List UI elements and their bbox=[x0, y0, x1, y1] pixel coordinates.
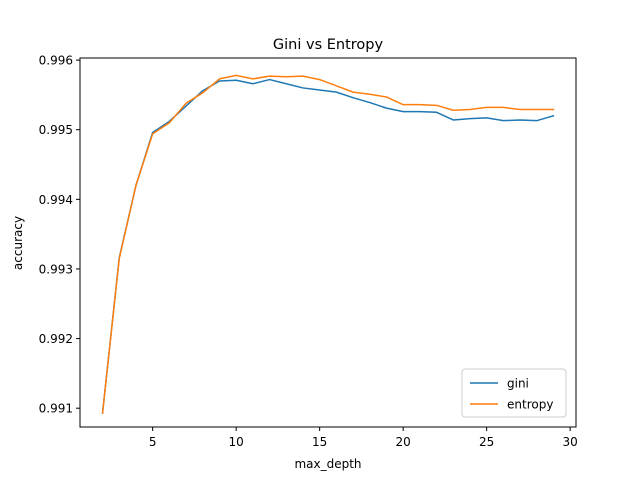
y-tick-label: 0.995 bbox=[39, 123, 73, 137]
x-tick-label: 20 bbox=[396, 435, 411, 449]
chart-title: Gini vs Entropy bbox=[273, 37, 384, 53]
x-tick-label: 30 bbox=[563, 435, 578, 449]
legend-box bbox=[461, 368, 567, 418]
axis-ticks: 5 10 15 20 25 30 0.991 0.992 0.993 0.994 0.995 0.99… bbox=[39, 54, 578, 449]
legend-label-gini: gini bbox=[507, 377, 529, 391]
y-tick-label: 0.996 bbox=[39, 54, 73, 68]
plot-series bbox=[101, 74, 555, 414]
x-axis-label: max_depth bbox=[294, 457, 361, 471]
series-line-entropy bbox=[101, 74, 555, 414]
y-tick-label: 0.993 bbox=[39, 262, 73, 276]
legend-label-entropy: entropy bbox=[507, 398, 553, 412]
x-tick-label: 15 bbox=[312, 435, 327, 449]
x-tick-label: 10 bbox=[229, 435, 244, 449]
y-tick-label: 0.992 bbox=[39, 332, 73, 346]
y-tick-label: 0.994 bbox=[39, 193, 73, 207]
legend: gini entropy bbox=[461, 368, 567, 418]
y-axis-label: accuracy bbox=[11, 216, 25, 270]
y-tick-label: 0.991 bbox=[39, 402, 73, 416]
plot-frame bbox=[79, 57, 577, 428]
x-tick-label: 25 bbox=[479, 435, 494, 449]
x-tick-label: 5 bbox=[149, 435, 157, 449]
